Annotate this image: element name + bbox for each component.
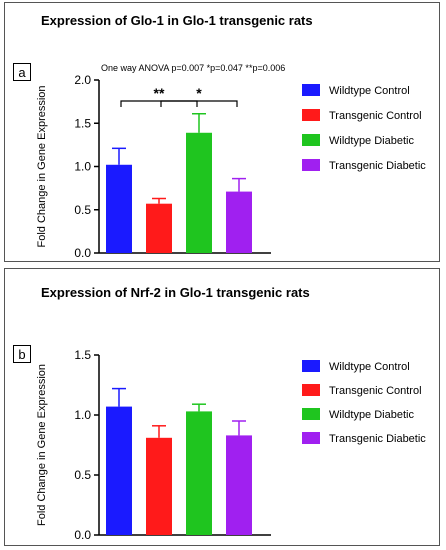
chart-1-legend-swatch [302, 360, 320, 372]
chart-0-ylabel: Fold Change in Gene Expression [36, 85, 48, 247]
chart-1-bar-4 [226, 435, 252, 535]
chart-1-ylabel: Fold Change in Gene Expression [36, 364, 48, 526]
chart-1-bar-1 [106, 406, 132, 535]
chart-0-ytick-label: 1.5 [74, 116, 91, 130]
chart-b-title: Expression of Nrf-2 in Glo-1 transgenic … [41, 285, 310, 300]
chart-0-legend-label: Wildtype Control [329, 85, 410, 97]
chart-1-legend-label: Transgenic Diabetic [329, 433, 426, 445]
chart-0-significance-bracket [120, 100, 198, 107]
chart-0-legend-swatch [302, 84, 320, 96]
chart-a-panel-label: a [13, 63, 31, 81]
chart-0-legend-label: Transgenic Control [329, 110, 422, 122]
chart-panel-b: Expression of Nrf-2 in Glo-1 transgenic … [4, 268, 440, 546]
chart-b-panel-label: b [13, 345, 31, 363]
chart-0-ytick-label: 2.0 [74, 73, 91, 87]
chart-panel-a: Expression of Glo-1 in Glo-1 transgenic … [4, 2, 440, 262]
chart-a-anova-note: One way ANOVA p=0.007 *p=0.047 **p=0.006 [101, 63, 286, 73]
chart-1-legend-swatch [302, 384, 320, 396]
chart-1-ytick-label: 0.0 [74, 528, 91, 542]
chart-b-svg: Fold Change in Gene Expression 0.0 0.5 1.0 1… [36, 348, 426, 542]
chart-1-ytick-label: 1.0 [74, 408, 91, 422]
chart-1-ytick-label: 0.5 [74, 468, 91, 482]
chart-0-legend-label: Transgenic Diabetic [329, 160, 426, 172]
chart-0-bar-1 [106, 164, 132, 253]
chart-0-legend-swatch [302, 159, 320, 171]
chart-0-bar-3 [186, 132, 212, 253]
chart-1-ytick-label: 1.5 [74, 348, 91, 362]
chart-0-significance-label: ** [154, 85, 165, 101]
chart-0-legend-swatch [302, 109, 320, 121]
chart-0-ytick-label: 0.0 [74, 246, 91, 260]
chart-1-bar-3 [186, 411, 212, 535]
chart-1-legend-label: Transgenic Control [329, 385, 422, 397]
chart-1-legend-swatch [302, 432, 320, 444]
chart-0-bar-4 [226, 191, 252, 253]
chart-1-legend-label: Wildtype Diabetic [329, 409, 414, 421]
chart-1-legend-swatch [302, 408, 320, 420]
chart-0-ytick-label: 1.0 [74, 160, 91, 174]
chart-0-legend-label: Wildtype Diabetic [329, 135, 414, 147]
chart-0-legend-swatch [302, 134, 320, 146]
chart-0-significance-label: * [196, 85, 202, 101]
chart-1-legend-label: Wildtype Control [329, 361, 410, 373]
chart-0-significance-bracket [160, 100, 238, 107]
chart-0-ytick-label: 0.5 [74, 203, 91, 217]
chart-1-bar-2 [146, 437, 172, 535]
chart-0-bar-2 [146, 203, 172, 253]
chart-a-title: Expression of Glo-1 in Glo-1 transgenic … [41, 13, 313, 28]
chart-a-svg: Fold Change in Gene Expression 0.0 0.5 1.0 1… [36, 73, 426, 260]
